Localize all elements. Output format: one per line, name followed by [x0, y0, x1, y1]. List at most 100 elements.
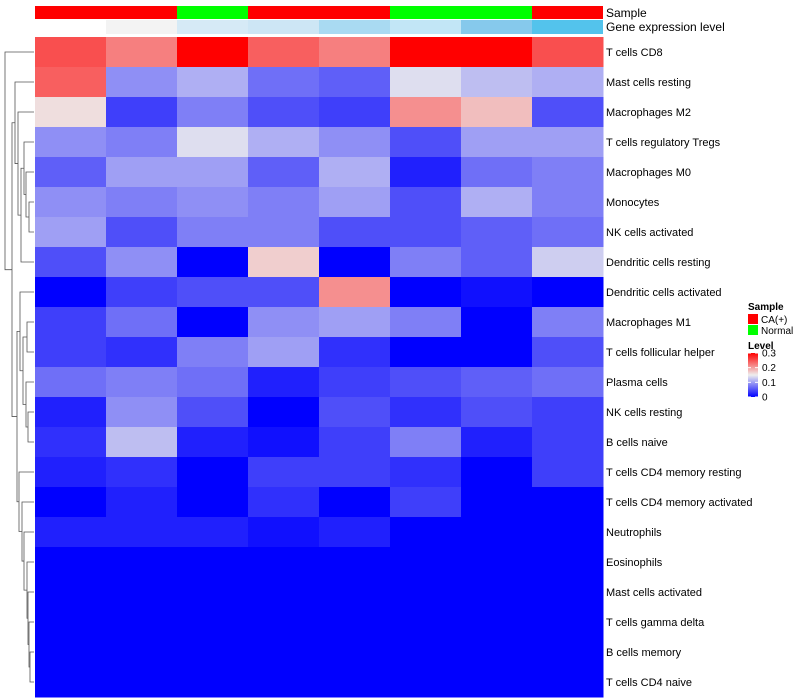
heatmap-cell: [390, 667, 462, 698]
heatmap-cell: [177, 247, 249, 278]
heatmap-cell: [319, 217, 391, 248]
heatmap-cell: [461, 487, 533, 518]
row-label: T cells regulatory Tregs: [606, 137, 721, 149]
heatmap-cell: [106, 667, 178, 698]
dendrogram-branch: [28, 201, 34, 233]
heatmap-cell: [532, 97, 604, 128]
heatmap-cell: [390, 247, 462, 278]
heatmap-cell: [106, 277, 178, 308]
heatmap-cell: [319, 367, 391, 398]
heatmap-cell: [390, 577, 462, 608]
dendrogram-branch: [29, 651, 34, 683]
heatmap-cell: [106, 427, 178, 458]
heatmap-cell: [319, 157, 391, 188]
row-label: T cells CD4 memory resting: [606, 467, 742, 479]
row-label: Dendritic cells activated: [606, 287, 722, 299]
row-label: Macrophages M0: [606, 167, 691, 179]
heatmap-cell: [319, 37, 391, 68]
heatmap-cell: [319, 127, 391, 158]
heatmap-cell: [35, 667, 107, 698]
heatmap-cell: [35, 457, 107, 488]
heatmap-cell: [532, 607, 604, 638]
heatmap-cell: [177, 637, 249, 668]
heatmap-cell: [461, 637, 533, 668]
heatmap-cell: [390, 457, 462, 488]
heatmap-cell: [532, 127, 604, 158]
heatmap-cell: [532, 187, 604, 218]
heatmap-cell: [532, 457, 604, 488]
dendrogram-branch: [27, 411, 34, 443]
heatmap-cell: [177, 187, 249, 218]
heatmap-cell: [106, 337, 178, 368]
heatmap-cell: [35, 637, 107, 668]
sample-annotation-cell: [319, 6, 390, 19]
heatmap-cells: [35, 37, 604, 698]
heatmap-cell: [177, 337, 249, 368]
heatmap-cell: [390, 217, 462, 248]
heatmap-cell: [248, 247, 320, 278]
row-label: T cells gamma delta: [606, 617, 705, 629]
heatmap-cell: [106, 637, 178, 668]
heatmap-cell: [390, 157, 462, 188]
row-label: Monocytes: [606, 197, 660, 209]
row-label: Mast cells activated: [606, 587, 702, 599]
heatmap-cell: [177, 397, 249, 428]
heatmap-cell: [35, 577, 107, 608]
heatmap-cell: [461, 337, 533, 368]
heatmap-cell: [532, 37, 604, 68]
gene-expression-annotation-cell: [461, 20, 532, 34]
row-label: Mast cells resting: [606, 77, 691, 89]
heatmap-cell: [390, 307, 462, 338]
row-label: T cells CD4 naive: [606, 677, 692, 689]
heatmap-cell: [532, 217, 604, 248]
heatmap-cell: [319, 187, 391, 218]
heatmap-cell: [35, 397, 107, 428]
gene-expression-annotation-cell: [106, 20, 177, 34]
heatmap-cell: [390, 397, 462, 428]
heatmap-cell: [390, 127, 462, 158]
heatmap-cell: [248, 277, 320, 308]
heatmap-cell: [248, 547, 320, 578]
heatmap-cell: [177, 607, 249, 638]
heatmap-cell: [532, 247, 604, 278]
dendrogram-branch: [25, 171, 34, 218]
heatmap-cell: [532, 427, 604, 458]
heatmap-cell: [319, 67, 391, 98]
row-label: NK cells resting: [606, 407, 682, 419]
heatmap-cell: [461, 67, 533, 98]
legend-level-tick-label: 0.3: [762, 349, 776, 360]
heatmap-cell: [35, 67, 107, 98]
annotation-title-gene-expression: Gene expression level: [606, 20, 725, 34]
heatmap-cell: [532, 367, 604, 398]
heatmap-cell: [248, 667, 320, 698]
heatmap-cell: [177, 67, 249, 98]
heatmap-cell: [248, 577, 320, 608]
heatmap-cell: [319, 607, 391, 638]
dendrogram-branch: [4, 51, 34, 271]
heatmap-cell: [390, 547, 462, 578]
heatmap-cell: [177, 457, 249, 488]
heatmap-cell: [461, 577, 533, 608]
heatmap-cell: [319, 97, 391, 128]
dendrogram-branch: [25, 381, 34, 428]
heatmap-cell: [248, 97, 320, 128]
heatmap-cell: [177, 307, 249, 338]
heatmap-cell: [35, 427, 107, 458]
heatmap-cell: [461, 187, 533, 218]
dendrogram-branch: [20, 167, 34, 263]
heatmap-cell: [390, 517, 462, 548]
row-label: B cells memory: [606, 647, 682, 659]
row-label: Plasma cells: [606, 377, 668, 389]
heatmap-cell: [461, 97, 533, 128]
heatmap-cell: [390, 337, 462, 368]
row-label: Eosinophils: [606, 557, 663, 569]
heatmap-cell: [319, 577, 391, 608]
heatmap-cell: [532, 667, 604, 698]
heatmap-cell: [461, 157, 533, 188]
dendrogram-branch: [23, 531, 34, 591]
heatmap-cell: [35, 247, 107, 278]
heatmap-cell: [177, 577, 249, 608]
heatmap-cell: [319, 277, 391, 308]
heatmap-cell: [248, 517, 320, 548]
heatmap-cell: [390, 187, 462, 218]
